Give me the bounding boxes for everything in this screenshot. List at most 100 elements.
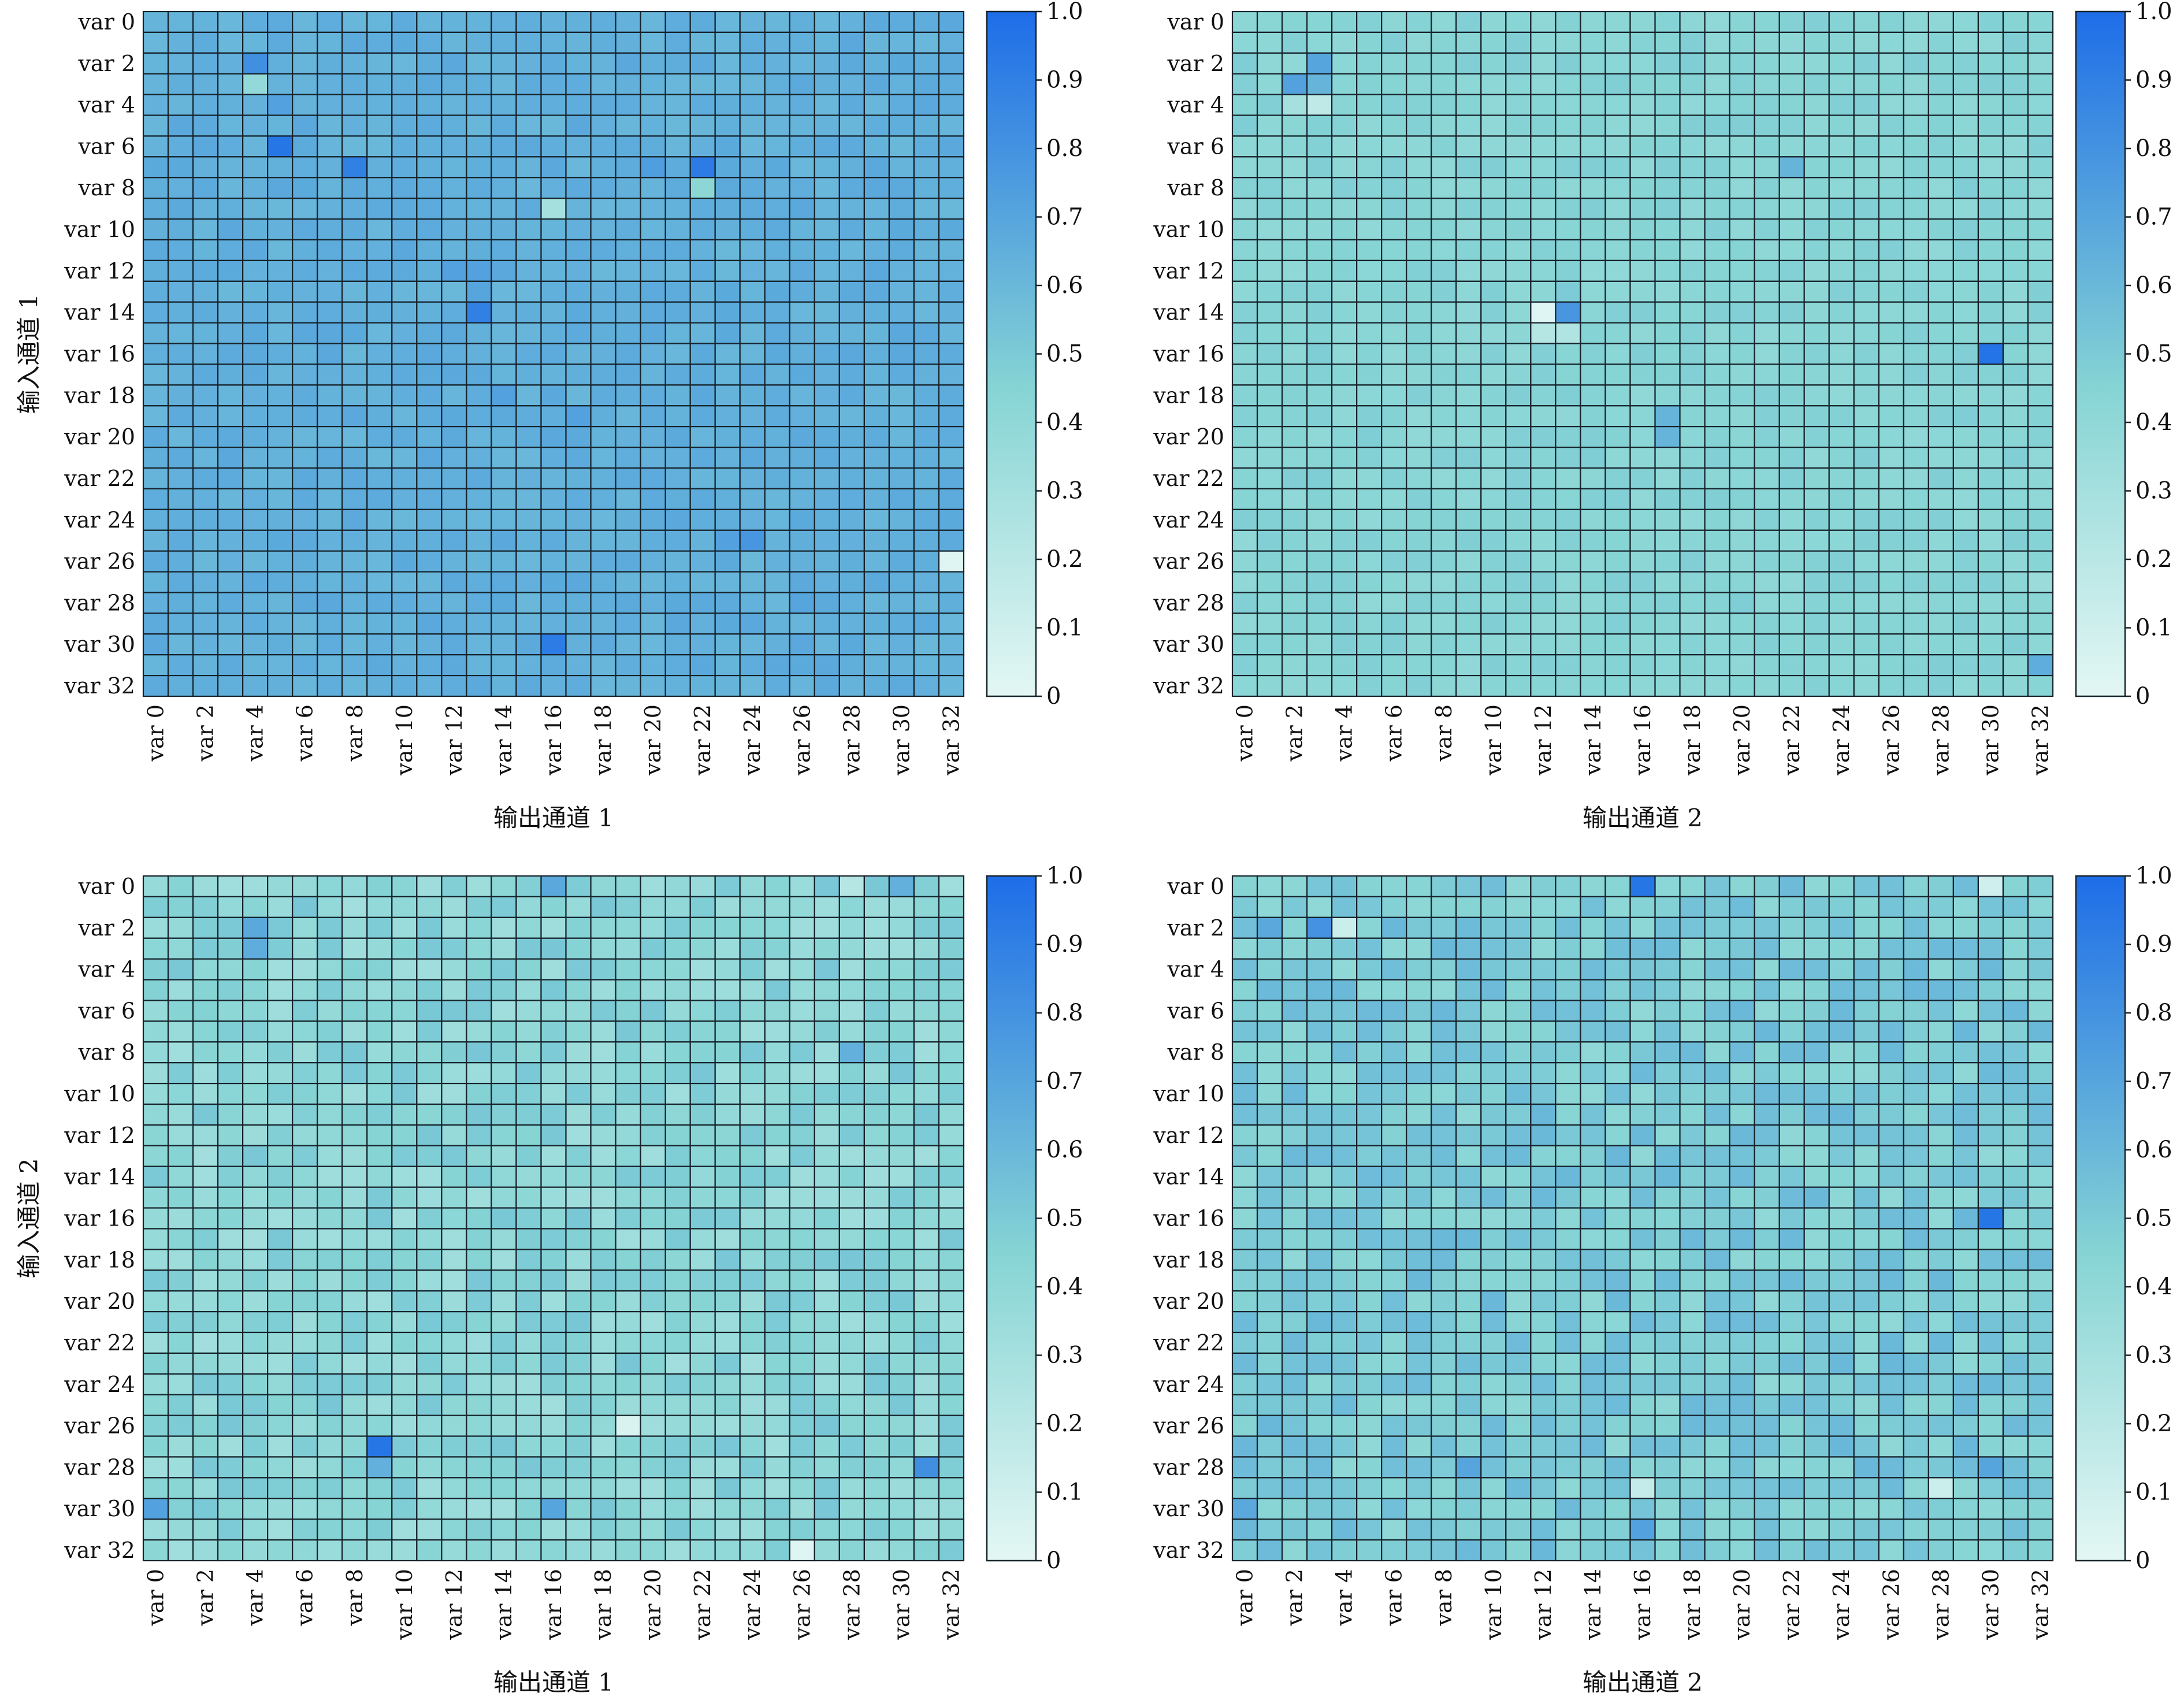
heatmap-cell xyxy=(1256,114,1283,137)
heatmap-cell xyxy=(664,280,691,303)
heatmap-cell xyxy=(1729,1518,1755,1541)
heatmap-cell xyxy=(416,529,443,552)
heatmap-cell xyxy=(1480,1269,1507,1292)
heatmap-cell xyxy=(1729,218,1755,241)
heatmap-cell xyxy=(441,1414,467,1437)
heatmap-cell xyxy=(1654,446,1681,469)
heatmap-cell xyxy=(1455,1124,1482,1146)
heatmap-cell xyxy=(640,875,666,898)
heatmap-cell xyxy=(1505,1249,1532,1271)
heatmap-cell xyxy=(391,1228,418,1250)
heatmap-cell xyxy=(1927,916,1954,939)
heatmap-cell xyxy=(267,550,294,573)
heatmap-cell xyxy=(1431,979,1457,1001)
heatmap-cell xyxy=(1604,674,1631,697)
heatmap-cell xyxy=(1381,467,1407,490)
heatmap-cell xyxy=(1381,529,1407,552)
heatmap-cell xyxy=(1977,446,2004,469)
heatmap-cell xyxy=(1828,322,1855,344)
heatmap-cell xyxy=(391,301,418,324)
heatmap-cell xyxy=(664,322,691,344)
heatmap-cell xyxy=(1455,405,1482,428)
heatmap-cell xyxy=(739,1186,766,1209)
heatmap-cell xyxy=(1306,937,1333,960)
heatmap-cell xyxy=(416,52,443,75)
heatmap-cell xyxy=(1381,896,1407,918)
heatmap-cell xyxy=(1977,280,2004,303)
heatmap-cell xyxy=(1803,1414,1830,1437)
heatmap-cell xyxy=(1803,592,1830,614)
heatmap-cell xyxy=(341,1456,368,1479)
heatmap-cell xyxy=(739,958,766,981)
heatmap-cell xyxy=(1331,1456,1358,1479)
heatmap-cell xyxy=(1803,363,1830,386)
heatmap-cell xyxy=(689,259,716,282)
heatmap-cell xyxy=(1431,363,1457,386)
heatmap-cell xyxy=(540,958,567,981)
heatmap-cell xyxy=(1778,301,1805,324)
heatmap-cell xyxy=(1431,1186,1457,1209)
heatmap-cell xyxy=(689,1414,716,1437)
heatmap-cell xyxy=(441,239,467,262)
heatmap-cell xyxy=(1729,52,1755,75)
heatmap-cell xyxy=(416,446,443,469)
heatmap-cell xyxy=(1306,612,1333,635)
heatmap-cell xyxy=(615,156,641,179)
heatmap-cell xyxy=(416,1249,443,1271)
heatmap-cell xyxy=(938,1041,965,1064)
heatmap-cell xyxy=(1977,1041,2004,1064)
heatmap-cell xyxy=(242,177,269,199)
heatmap-cell xyxy=(1381,218,1407,241)
heatmap-cell xyxy=(913,1518,940,1541)
heatmap-cell xyxy=(267,1498,294,1520)
heatmap-cell xyxy=(1281,135,1308,158)
heatmap-cell xyxy=(192,1310,219,1334)
heatmap-cell xyxy=(192,218,219,241)
heatmap-cell xyxy=(863,571,890,593)
heatmap-cell xyxy=(1256,1373,1283,1395)
heatmap-cell xyxy=(142,1331,169,1354)
heatmap-cell xyxy=(1952,467,1979,490)
heatmap-cell xyxy=(764,446,790,469)
heatmap-cell xyxy=(1306,1249,1333,1271)
heatmap-cell xyxy=(1406,301,1432,324)
heatmap-cell xyxy=(242,446,269,469)
heatmap-cell xyxy=(1604,1165,1631,1188)
heatmap-cell xyxy=(1431,405,1457,428)
heatmap-cell xyxy=(1530,937,1557,960)
heatmap-cell xyxy=(863,31,890,54)
heatmap-cell xyxy=(565,571,592,593)
heatmap-cell xyxy=(1729,1331,1755,1354)
heatmap-cell xyxy=(1306,114,1333,137)
heatmap-cell xyxy=(1654,384,1681,407)
heatmap-cell xyxy=(217,218,244,241)
heatmap-cell xyxy=(242,467,269,490)
heatmap-cell xyxy=(1256,937,1283,960)
heatmap-cell xyxy=(764,1145,790,1167)
heatmap-cell xyxy=(1878,1518,1904,1541)
heatmap-cell xyxy=(167,1000,194,1022)
heatmap-cell xyxy=(1878,1394,1904,1416)
heatmap-cell xyxy=(1281,612,1308,635)
heatmap-cell xyxy=(1679,114,1706,137)
heatmap-cell xyxy=(838,508,865,531)
heatmap-cell xyxy=(2002,1186,2029,1209)
heatmap-cell xyxy=(1803,1373,1830,1395)
heatmap-cell xyxy=(590,1228,616,1250)
heatmap-cell xyxy=(640,979,666,1001)
heatmap-cell xyxy=(689,654,716,677)
heatmap-cell xyxy=(938,1394,965,1416)
heatmap-cell xyxy=(913,52,940,75)
heatmap-cell xyxy=(466,446,492,469)
heatmap-cell xyxy=(739,937,766,960)
heatmap-cell xyxy=(714,488,741,510)
heatmap-cell xyxy=(292,363,318,386)
heatmap-cell xyxy=(2027,1269,2054,1292)
heatmap-cell xyxy=(366,198,393,220)
colorbar-tick-label: 0.8 xyxy=(1046,1000,1083,1026)
heatmap-cell xyxy=(714,10,741,34)
heatmap-cell xyxy=(739,674,766,697)
heatmap-cell xyxy=(1754,1269,1780,1292)
heatmap-cell xyxy=(267,1352,294,1375)
heatmap-cell xyxy=(1903,1456,1929,1479)
